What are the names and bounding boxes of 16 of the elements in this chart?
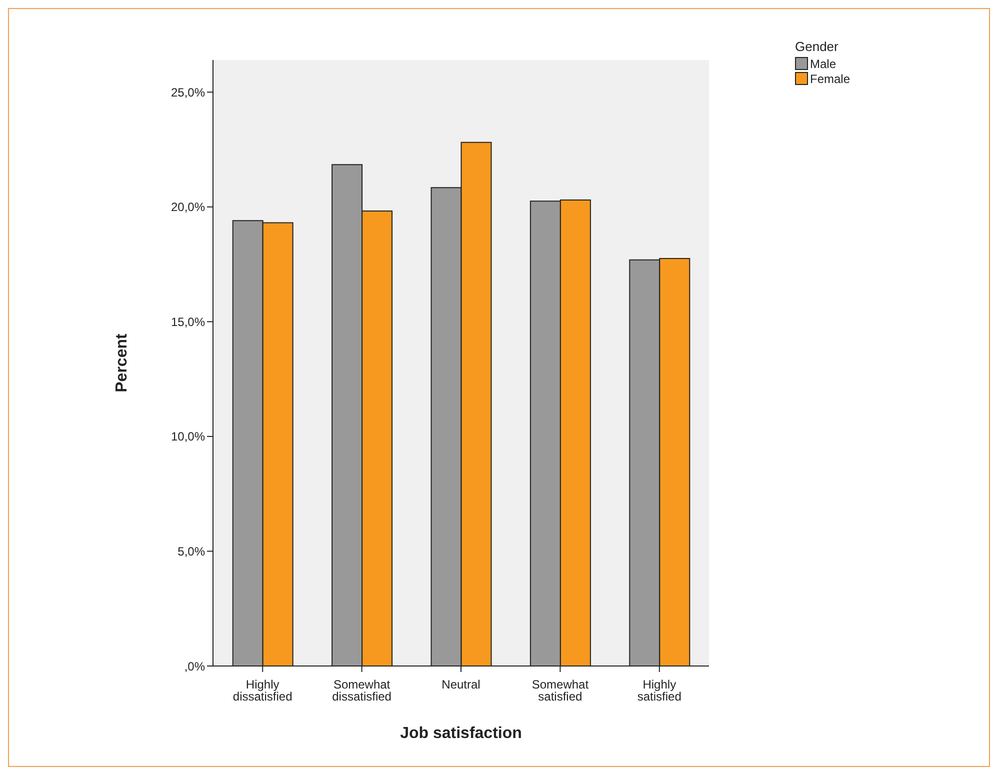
x-tick-label: Neutral: [442, 678, 480, 692]
y-tick-label: 10,0%: [170, 430, 206, 444]
x-tick-label: Highly dissatisfied: [232, 678, 292, 704]
legend-title: Gender: [795, 39, 840, 54]
y-tick-label: 5,0%: [178, 544, 206, 558]
legend-label: Male: [810, 56, 836, 70]
y-tick-label: ,0%: [184, 659, 206, 674]
y-tick-label: 25,0%: [170, 85, 206, 100]
x-tick-label: Highly satisfied: [637, 678, 682, 704]
y-axis-title: Percent: [114, 332, 131, 392]
x-tick-label: Somewhat satisfied: [532, 678, 590, 704]
legend-label: Female: [810, 72, 850, 86]
y-tick-label: 20,0%: [170, 200, 206, 214]
y-tick-label: 15,0%: [170, 314, 206, 329]
x-tick-label: Somewhat dissatisfied: [332, 678, 392, 704]
x-axis-title: Job satisfaction: [400, 725, 522, 742]
